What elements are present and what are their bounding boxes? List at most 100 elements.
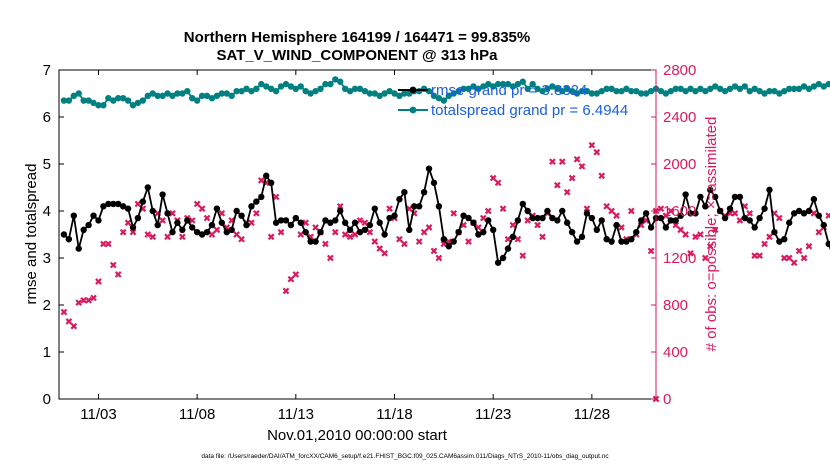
obs-assimilated-point xyxy=(376,245,384,252)
rmse-point xyxy=(248,203,255,210)
rmse-point xyxy=(391,212,398,219)
obs-assimilated-point xyxy=(346,233,354,241)
rmse-point xyxy=(544,207,551,215)
rmse-point xyxy=(139,198,147,205)
rmse-point xyxy=(124,205,132,212)
chart-title-line-2: SAT_V_WIND_COMPONENT @ 313 hPa xyxy=(216,47,498,64)
rmse-point xyxy=(485,217,492,224)
obs-assimilated-point xyxy=(598,172,606,180)
totalspread-point xyxy=(144,92,152,100)
rmse-point xyxy=(263,172,270,179)
obs-assimilated-point xyxy=(415,238,423,245)
rmse-point xyxy=(193,228,201,236)
totalspread-point xyxy=(312,87,319,95)
rmse-point xyxy=(90,212,97,219)
y2-tick-label: 1200 xyxy=(663,250,696,267)
obs-assimilated-point xyxy=(341,231,349,238)
obs-assimilated-point xyxy=(198,205,206,212)
totalspread-point xyxy=(534,85,541,93)
totalspread-point xyxy=(381,90,388,97)
obs-assimilated-point xyxy=(815,228,823,236)
totalspread-point xyxy=(159,92,166,100)
totalspread-point xyxy=(692,87,699,95)
obs-assimilated-point xyxy=(149,233,157,241)
obs-assimilated-point xyxy=(805,242,813,250)
obs-assimilated-point xyxy=(327,254,334,262)
totalspread-point xyxy=(776,90,783,97)
totalspread-point xyxy=(682,87,689,95)
totalspread-point xyxy=(766,87,773,95)
totalspread-point xyxy=(480,83,487,90)
rmse-point xyxy=(292,214,300,222)
y2-tick-label: 1600 xyxy=(663,203,696,220)
obs-assimilated-point xyxy=(272,193,280,201)
totalspread-point xyxy=(267,85,275,93)
obs-assimilated-point xyxy=(331,228,339,236)
rmse-point xyxy=(218,219,226,226)
totalspread-point xyxy=(756,87,763,95)
rmse-point xyxy=(267,179,275,186)
rmse-point xyxy=(277,217,285,224)
rmse-point xyxy=(549,214,556,222)
totalspread-point xyxy=(736,85,744,93)
data-file-footnote: data file: /Users/raeder/DAI/ATM_forcXX/… xyxy=(201,453,609,460)
y2-tick-label: 2800 xyxy=(663,62,696,79)
obs-assimilated-point xyxy=(401,240,408,248)
totalspread-point xyxy=(60,97,68,104)
legend-spread-marker xyxy=(409,106,417,114)
obs-assimilated-point xyxy=(124,219,132,227)
totalspread-point xyxy=(218,90,226,97)
totalspread-point xyxy=(149,90,156,97)
totalspread-point xyxy=(356,85,364,93)
obs-assimilated-point xyxy=(105,240,112,248)
obs-assimilated-point xyxy=(129,228,137,236)
rmse-point xyxy=(539,214,546,222)
totalspread-point xyxy=(795,85,803,93)
rmse-point xyxy=(307,238,314,245)
rmse-point xyxy=(697,193,704,201)
rmse-point xyxy=(489,226,497,233)
obs-assimilated-point xyxy=(785,254,793,262)
totalspread-point xyxy=(248,87,255,95)
totalspread-point xyxy=(208,95,216,102)
x-tick-label: 11/08 xyxy=(179,406,215,423)
obs-assimilated-point xyxy=(573,155,581,163)
rmse-point xyxy=(115,200,122,208)
legend-rmse-marker xyxy=(409,86,417,94)
legend: rmse grand pr = 3.8324 totalspread grand… xyxy=(398,82,628,119)
obs-assimilated-point xyxy=(509,221,517,229)
obs-assimilated-point xyxy=(322,240,329,248)
rmse-point xyxy=(238,212,245,219)
totalspread-point xyxy=(618,87,625,95)
totalspread-point xyxy=(445,92,452,100)
obs-assimilated-point xyxy=(233,231,240,238)
series-obs-assimilated xyxy=(60,141,830,330)
totalspread-point xyxy=(80,97,87,104)
obs-assimilated-point xyxy=(514,235,522,243)
obs-assimilated-point xyxy=(169,210,176,217)
rmse-point xyxy=(637,217,645,224)
rmse-point xyxy=(662,224,670,231)
totalspread-point xyxy=(228,92,235,100)
totalspread-point xyxy=(302,87,309,95)
rmse-point xyxy=(401,189,408,196)
rmse-point xyxy=(203,228,211,236)
rmse-point xyxy=(475,231,482,238)
totalspread-point xyxy=(647,87,655,95)
totalspread-point xyxy=(307,90,314,97)
rmse-point xyxy=(149,207,156,215)
rmse-point xyxy=(667,217,675,224)
rmse-point xyxy=(514,217,522,224)
rmse-point xyxy=(272,219,280,226)
obs-assimilated-point xyxy=(766,233,773,241)
y-tick-label: 7 xyxy=(43,62,51,79)
totalspread-point xyxy=(771,87,778,95)
rmse-point xyxy=(677,212,684,219)
totalspread-point xyxy=(90,99,97,107)
rmse-point xyxy=(223,228,230,236)
totalspread-point xyxy=(588,90,596,97)
rmse-point xyxy=(731,193,739,201)
rmse-point xyxy=(258,193,265,201)
totalspread-point xyxy=(741,83,749,90)
series-layer xyxy=(60,76,830,403)
